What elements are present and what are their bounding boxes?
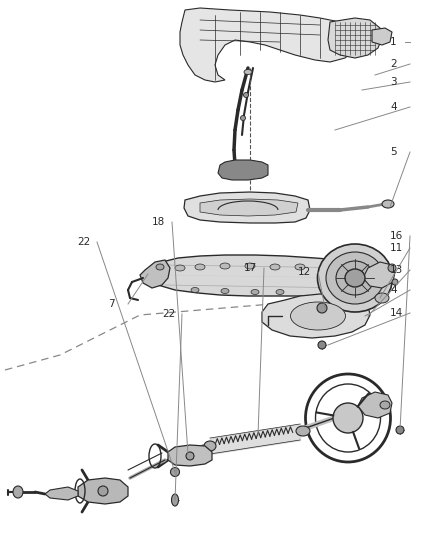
Polygon shape <box>328 18 382 58</box>
Text: 18: 18 <box>152 217 165 227</box>
Text: 16: 16 <box>390 231 403 241</box>
Ellipse shape <box>170 467 180 477</box>
Text: 5: 5 <box>390 147 397 157</box>
Ellipse shape <box>98 486 108 496</box>
Ellipse shape <box>375 293 389 303</box>
Ellipse shape <box>396 426 404 434</box>
Polygon shape <box>168 445 212 466</box>
Ellipse shape <box>251 289 259 295</box>
Ellipse shape <box>318 244 392 312</box>
Polygon shape <box>358 392 392 418</box>
Polygon shape <box>200 199 298 216</box>
Text: 3: 3 <box>390 77 397 87</box>
Ellipse shape <box>245 263 255 269</box>
Text: 14: 14 <box>390 308 403 318</box>
Ellipse shape <box>345 269 365 287</box>
Text: 22: 22 <box>162 309 175 319</box>
Ellipse shape <box>220 263 230 269</box>
Ellipse shape <box>270 264 280 270</box>
Polygon shape <box>218 160 268 180</box>
Text: 17: 17 <box>244 263 257 273</box>
Ellipse shape <box>336 261 374 295</box>
Ellipse shape <box>317 303 327 313</box>
Ellipse shape <box>13 486 23 498</box>
Ellipse shape <box>175 265 185 271</box>
Ellipse shape <box>382 200 394 208</box>
Ellipse shape <box>195 264 205 270</box>
Ellipse shape <box>296 426 310 436</box>
Polygon shape <box>148 255 368 296</box>
Text: 12: 12 <box>298 267 311 277</box>
Ellipse shape <box>392 279 398 285</box>
Ellipse shape <box>240 116 246 120</box>
Ellipse shape <box>244 69 252 75</box>
Polygon shape <box>78 478 128 504</box>
Text: 2: 2 <box>390 59 397 69</box>
Ellipse shape <box>333 403 363 433</box>
Text: 4: 4 <box>390 285 397 295</box>
Ellipse shape <box>191 287 199 293</box>
Text: 11: 11 <box>390 243 403 253</box>
Ellipse shape <box>318 341 326 349</box>
Text: 7: 7 <box>108 299 115 309</box>
Ellipse shape <box>204 441 216 451</box>
Polygon shape <box>262 294 370 338</box>
Polygon shape <box>180 8 360 82</box>
Text: 13: 13 <box>390 265 403 275</box>
Ellipse shape <box>295 264 305 270</box>
Polygon shape <box>184 192 310 223</box>
Ellipse shape <box>326 252 384 304</box>
Polygon shape <box>45 487 78 500</box>
Ellipse shape <box>221 288 229 294</box>
Ellipse shape <box>290 302 346 330</box>
Ellipse shape <box>388 264 396 272</box>
Ellipse shape <box>156 264 164 270</box>
Polygon shape <box>140 260 170 288</box>
Ellipse shape <box>276 289 284 295</box>
Ellipse shape <box>172 494 179 506</box>
Text: 22: 22 <box>77 237 90 247</box>
Text: 1: 1 <box>390 37 397 47</box>
Ellipse shape <box>244 93 248 98</box>
Text: 4: 4 <box>390 102 397 112</box>
Ellipse shape <box>186 452 194 460</box>
Polygon shape <box>372 28 392 45</box>
Polygon shape <box>363 262 395 288</box>
Ellipse shape <box>380 401 390 409</box>
